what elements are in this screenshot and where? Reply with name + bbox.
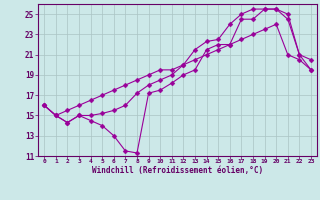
X-axis label: Windchill (Refroidissement éolien,°C): Windchill (Refroidissement éolien,°C) bbox=[92, 166, 263, 175]
